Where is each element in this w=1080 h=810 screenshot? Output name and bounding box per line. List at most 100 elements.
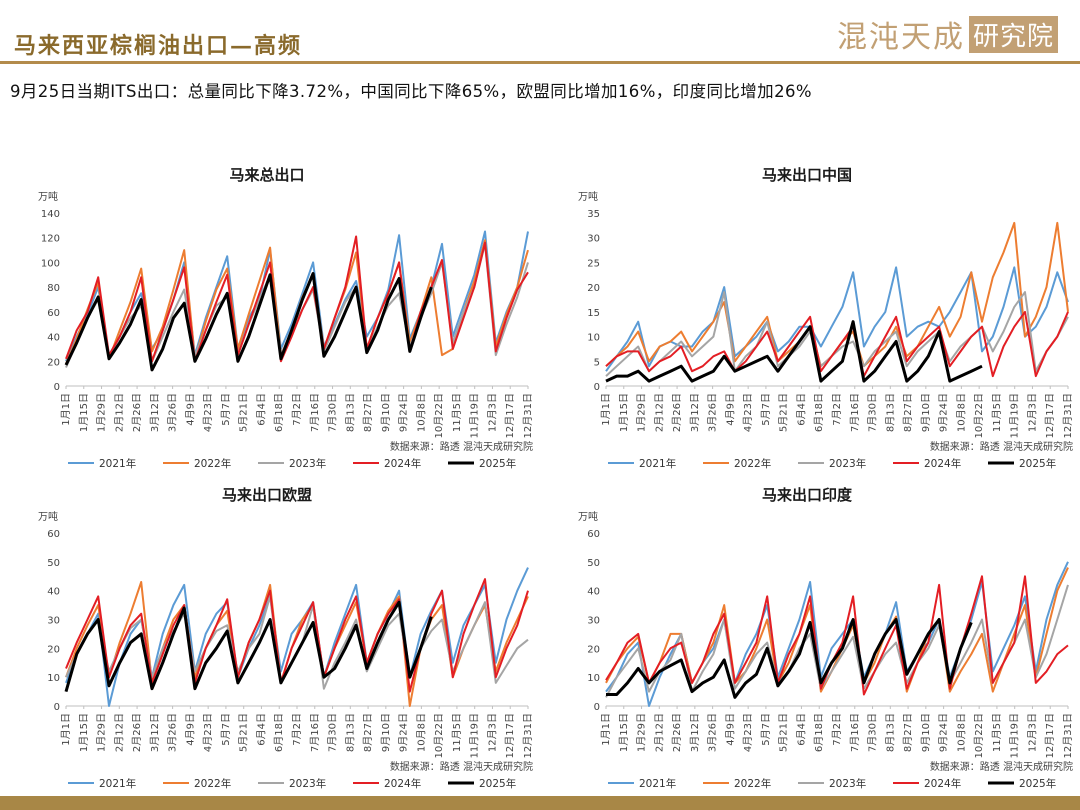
legend-label: 2024年 bbox=[384, 777, 421, 790]
x-tick-label: 1月29日 bbox=[636, 393, 648, 432]
x-tick-label: 11月19日 bbox=[469, 393, 481, 438]
x-tick-label: 1月1日 bbox=[600, 393, 612, 426]
x-tick-label: 3月12日 bbox=[149, 393, 161, 432]
x-tick-label: 5月21日 bbox=[778, 393, 790, 432]
x-tick-label: 7月16日 bbox=[849, 713, 861, 752]
x-tick-label: 6月4日 bbox=[255, 713, 267, 746]
x-tick-label: 4月9日 bbox=[184, 713, 196, 746]
x-tick-label: 10月8日 bbox=[415, 393, 427, 432]
x-tick-label: 9月24日 bbox=[938, 393, 950, 432]
x-tick-label: 12月17日 bbox=[1044, 713, 1056, 758]
x-tick-label: 4月23日 bbox=[202, 393, 214, 432]
unit-label: 万吨 bbox=[578, 510, 598, 523]
x-tick-label: 2月26日 bbox=[671, 713, 683, 752]
y-tick-label: 0 bbox=[54, 382, 60, 393]
x-tick-label: 12月31日 bbox=[522, 713, 534, 758]
x-tick-label: 1月29日 bbox=[636, 713, 648, 752]
source-note: 数据来源：路透 混沌天成研究院 bbox=[390, 440, 533, 453]
x-tick-label: 7月30日 bbox=[327, 713, 339, 752]
y-tick-label: 15 bbox=[587, 308, 600, 319]
legend-label: 2024年 bbox=[924, 457, 961, 470]
y-tick-label: 20 bbox=[47, 644, 60, 655]
x-tick-label: 4月9日 bbox=[184, 393, 196, 426]
y-tick-label: 30 bbox=[47, 616, 60, 627]
x-tick-label: 5月7日 bbox=[220, 393, 232, 426]
x-tick-label: 5月21日 bbox=[238, 393, 250, 432]
legend-label: 2021年 bbox=[639, 457, 676, 470]
y-tick-label: 60 bbox=[587, 529, 600, 540]
x-tick-label: 10月22日 bbox=[973, 393, 985, 438]
unit-label: 万吨 bbox=[38, 510, 58, 523]
series-line-2024年 bbox=[605, 310, 1069, 378]
unit-label: 万吨 bbox=[578, 190, 598, 203]
x-tick-label: 7月30日 bbox=[867, 393, 879, 432]
y-tick-label: 60 bbox=[47, 529, 60, 540]
x-tick-label: 8月13日 bbox=[344, 713, 356, 752]
y-tick-label: 0 bbox=[594, 382, 600, 393]
x-tick-label: 12月31日 bbox=[522, 393, 534, 438]
legend-label: 2025年 bbox=[1019, 777, 1056, 790]
x-tick-label: 4月23日 bbox=[742, 393, 754, 432]
summary-text: 9月25日当期ITS出口：总量同比下降3.72%，中国同比下降65%，欧盟同比增… bbox=[10, 82, 812, 101]
x-tick-label: 4月9日 bbox=[724, 713, 736, 746]
x-tick-label: 1月1日 bbox=[60, 713, 72, 746]
x-tick-label: 9月24日 bbox=[398, 713, 410, 752]
series-line-2024年 bbox=[65, 578, 529, 693]
x-tick-label: 1月29日 bbox=[96, 713, 108, 752]
y-tick-label: 25 bbox=[587, 258, 600, 269]
x-tick-label: 11月5日 bbox=[991, 713, 1003, 752]
x-tick-label: 6月18日 bbox=[273, 393, 285, 432]
legend-label: 2025年 bbox=[1019, 457, 1056, 470]
x-tick-label: 7月16日 bbox=[309, 713, 321, 752]
x-tick-label: 7月16日 bbox=[309, 393, 321, 432]
x-tick-label: 1月1日 bbox=[600, 713, 612, 746]
y-tick-label: 20 bbox=[47, 357, 60, 368]
legend-label: 2021年 bbox=[99, 777, 136, 790]
x-tick-label: 5月7日 bbox=[760, 393, 772, 426]
legend-label: 2023年 bbox=[829, 777, 866, 790]
series-line-2023年 bbox=[65, 242, 529, 368]
x-tick-label: 10月22日 bbox=[433, 713, 445, 758]
series-line-2024年 bbox=[605, 575, 1069, 696]
legend-label: 2025年 bbox=[479, 457, 516, 470]
chart-title: 马来出口印度 bbox=[762, 486, 853, 504]
legend-label: 2022年 bbox=[734, 457, 771, 470]
x-tick-label: 10月8日 bbox=[955, 713, 967, 752]
y-tick-label: 20 bbox=[587, 283, 600, 294]
y-tick-label: 30 bbox=[587, 234, 600, 245]
page-title: 马来西亚棕榈油出口—高频 bbox=[14, 33, 303, 59]
x-tick-label: 1月15日 bbox=[618, 393, 630, 432]
series-line-2025年 bbox=[64, 600, 433, 693]
logo-text: 混沌天成 bbox=[836, 20, 965, 55]
x-tick-label: 3月12日 bbox=[689, 713, 701, 752]
y-tick-label: 0 bbox=[594, 702, 600, 713]
x-tick-label: 6月4日 bbox=[795, 713, 807, 746]
legend-label: 2023年 bbox=[829, 457, 866, 470]
x-tick-label: 10月22日 bbox=[973, 713, 985, 758]
x-tick-label: 3月12日 bbox=[149, 713, 161, 752]
y-tick-label: 140 bbox=[41, 209, 60, 220]
x-tick-label: 2月12日 bbox=[113, 713, 125, 752]
x-tick-label: 7月30日 bbox=[327, 393, 339, 432]
x-tick-label: 2月12日 bbox=[653, 393, 665, 432]
y-tick-label: 20 bbox=[587, 644, 600, 655]
legend-label: 2023年 bbox=[289, 457, 326, 470]
y-tick-label: 40 bbox=[47, 587, 60, 598]
x-tick-label: 9月24日 bbox=[938, 713, 950, 752]
x-tick-label: 4月23日 bbox=[742, 713, 754, 752]
x-tick-label: 11月19日 bbox=[469, 713, 481, 758]
legend-label: 2021年 bbox=[639, 777, 676, 790]
legend-label: 2024年 bbox=[384, 457, 421, 470]
y-tick-label: 100 bbox=[41, 258, 60, 269]
x-tick-label: 8月13日 bbox=[884, 393, 896, 432]
x-tick-label: 6月4日 bbox=[795, 393, 807, 426]
y-tick-label: 0 bbox=[54, 702, 60, 713]
x-tick-label: 1月15日 bbox=[78, 713, 90, 752]
x-tick-label: 5月7日 bbox=[220, 713, 232, 746]
x-tick-label: 4月23日 bbox=[202, 713, 214, 752]
x-tick-label: 9月10日 bbox=[920, 713, 932, 752]
x-tick-label: 11月5日 bbox=[991, 393, 1003, 432]
x-tick-label: 5月7日 bbox=[760, 713, 772, 746]
